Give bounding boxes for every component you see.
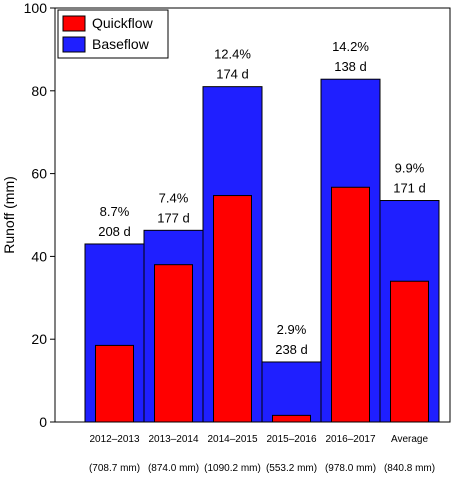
annotation-percent: 14.2%	[332, 39, 369, 54]
y-tick-label: 40	[31, 248, 47, 264]
category-label: 2013–2014	[148, 434, 198, 445]
annotation-days: 238 d	[275, 342, 308, 357]
annotation-percent: 9.9%	[395, 161, 425, 176]
annotation-days: 174 d	[216, 67, 249, 82]
precipitation-label: (874.0 mm)	[148, 463, 199, 474]
y-tick-label: 20	[31, 331, 47, 347]
legend-quickflow-label: Quickflow	[92, 15, 154, 31]
annotation-days: 138 d	[334, 59, 367, 74]
x-axis-labels: 2012–2013 (708.7 mm) 2013–2014 (874.0 mm) 20…	[89, 434, 435, 474]
baseflow-bars	[84, 78, 440, 423]
precipitation-label: (553.2 mm)	[266, 463, 317, 474]
legend: Quickflow Baseflow	[57, 9, 169, 59]
y-tick-label: 60	[31, 166, 47, 182]
precipitation-label: (708.7 mm)	[89, 463, 140, 474]
category-label: Average	[391, 434, 429, 445]
y-tick-label: 0	[39, 414, 47, 430]
baseflow-bar	[261, 361, 322, 423]
category-label: 2012–2013	[89, 434, 139, 445]
legend-baseflow-swatch	[62, 36, 86, 53]
category-label: 2014–2015	[207, 434, 257, 445]
quickflow-bar	[213, 195, 252, 423]
y-tick-label: 80	[31, 83, 47, 99]
y-axis-title: Runoff (mm)	[1, 176, 17, 254]
y-axis: 0 20 40 60 80 100	[24, 0, 55, 430]
annotation-percent: 8.7%	[100, 204, 130, 219]
quickflow-bar	[390, 280, 429, 423]
annotation-percent: 2.9%	[277, 322, 307, 337]
annotation-percent: 7.4%	[159, 190, 189, 205]
legend-quickflow-swatch	[62, 15, 86, 32]
precipitation-label: (1090.2 mm)	[204, 463, 261, 474]
plot-frame	[54, 7, 451, 423]
quickflow-bar	[331, 186, 370, 423]
quickflow-bar	[154, 264, 193, 423]
legend-baseflow-label: Baseflow	[92, 36, 150, 52]
quickflow-bar	[95, 344, 134, 423]
precipitation-label: (978.0 mm)	[325, 463, 376, 474]
annotation-days: 177 d	[157, 210, 190, 225]
annotation-days: 208 d	[98, 224, 131, 239]
quickflow-bars	[95, 186, 429, 423]
category-label: 2016–2017	[325, 434, 375, 445]
bar-annotations: 8.7% 208 d 7.4% 177 d 12.4% 174 d 2.9% 238 d 14.…	[98, 39, 426, 357]
y-tick-label: 100	[24, 0, 48, 16]
precipitation-label: (840.8 mm)	[384, 463, 435, 474]
category-label: 2015–2016	[266, 434, 316, 445]
annotation-days: 171 d	[393, 181, 426, 196]
annotation-percent: 12.4%	[214, 47, 251, 62]
quickflow-bar	[272, 414, 311, 423]
